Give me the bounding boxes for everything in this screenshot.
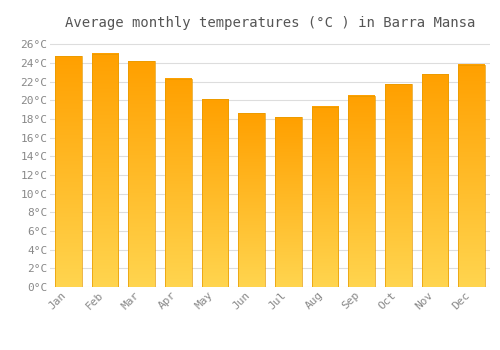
Bar xyxy=(92,54,118,287)
Bar xyxy=(128,61,155,287)
Bar xyxy=(348,96,375,287)
Bar xyxy=(422,74,448,287)
Bar xyxy=(165,79,192,287)
Bar xyxy=(202,99,228,287)
Bar xyxy=(385,84,411,287)
Bar xyxy=(238,113,265,287)
Bar xyxy=(458,65,485,287)
Title: Average monthly temperatures (°C ) in Barra Mansa: Average monthly temperatures (°C ) in Ba… xyxy=(65,16,475,30)
Bar xyxy=(275,117,301,287)
Bar xyxy=(312,107,338,287)
Bar xyxy=(55,56,82,287)
